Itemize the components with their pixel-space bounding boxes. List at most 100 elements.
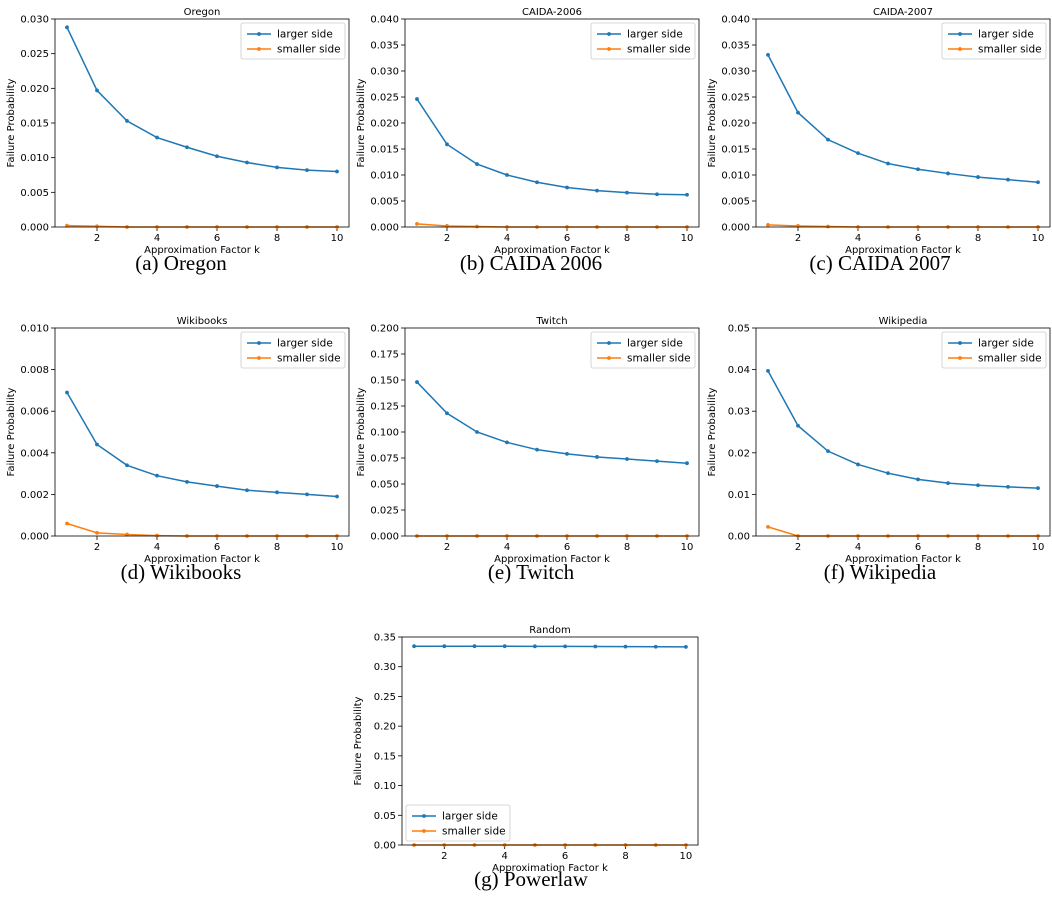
x-axis-label: Approximation Factor k [144, 554, 260, 565]
y-tick-label: 0.05 [374, 811, 396, 822]
x-tick-label: 4 [855, 542, 861, 553]
data-point-larger-side [335, 169, 339, 174]
data-point-larger-side [623, 644, 628, 649]
x-axis-label: Approximation Factor k [845, 554, 961, 565]
y-tick-label: 0.05 [728, 324, 750, 335]
y-tick-label: 0.004 [20, 448, 49, 459]
y-tick-label: 0.20 [374, 722, 396, 733]
chart-panel-5: Twitch 0.000 0.025 0.050 0.075 0.100 0.125 0.15… [350, 308, 701, 570]
series-line-smaller-side [416, 223, 687, 228]
x-tick-label: 10 [681, 542, 694, 553]
x-tick-label: 10 [680, 851, 693, 862]
data-point-larger-side [655, 192, 659, 197]
x-tick-label: 8 [975, 542, 981, 553]
legend-label-smaller-side: smaller side [978, 353, 1042, 365]
data-point-larger-side [685, 192, 689, 197]
series-line-larger-side [66, 26, 338, 173]
x-axis-label: Approximation Factor k [845, 245, 961, 256]
legend-label-smaller-side: smaller side [627, 353, 691, 365]
y-tick-label: 0.008 [20, 365, 49, 376]
chart-title: Wikipedia [879, 316, 928, 327]
data-point-larger-side [415, 380, 419, 384]
data-point-larger-side [442, 644, 447, 649]
data-point-smaller-side [766, 524, 770, 529]
data-point-larger-side [275, 490, 279, 495]
plot-area: Oregon 0.000 0.005 0.010 0.015 0.020 0.025 0.03… [6, 7, 350, 256]
legend-label-larger-side: larger side [627, 29, 683, 41]
y-tick-label: 0.005 [20, 188, 49, 199]
chart-panel-3: CAIDA-2007 0.000 0.005 0.010 0.015 0.020 0.025… [701, 0, 1052, 261]
legend: larger side smaller side [240, 22, 346, 60]
y-tick-label: 0.030 [370, 67, 399, 78]
data-point-smaller-side [826, 224, 830, 229]
y-tick-label: 0.010 [20, 153, 49, 164]
axes-frame [755, 327, 1051, 537]
chart-title: Random [529, 625, 570, 636]
chart-panel-6: Wikipedia 0.00 0.01 0.02 0.03 0.04 0.05 2 4 6 8 10 A… [701, 308, 1052, 570]
data-point-smaller-side [125, 532, 129, 537]
x-tick-label: 10 [1032, 542, 1045, 553]
y-tick-label: 0.005 [370, 197, 399, 208]
y-tick-label: 0.01 [728, 490, 750, 501]
legend-marker-smaller-side [257, 47, 261, 51]
axes-frame [401, 636, 699, 846]
data-point-larger-side [766, 368, 770, 373]
data-point-larger-side [595, 188, 599, 193]
legend-marker-smaller-side [257, 356, 261, 360]
chart-title: Twitch [535, 316, 567, 327]
y-tick-label: 0.00 [728, 532, 750, 543]
legend: larger side smaller side [240, 331, 346, 369]
x-tick-label: 2 [94, 542, 100, 553]
figure-caption: (d) Wikibooks [120, 560, 242, 584]
data-point-larger-side [532, 644, 537, 649]
y-tick-label: 0.25 [374, 692, 396, 703]
series-line-larger-side [767, 54, 1039, 184]
y-tick-label: 0.000 [370, 223, 399, 234]
data-point-smaller-side [95, 224, 99, 229]
y-tick-label: 0.175 [370, 350, 399, 361]
y-tick-label: 0.040 [721, 15, 750, 26]
chart-title: Wikibooks [177, 316, 228, 327]
legend-marker-larger-side [607, 341, 611, 345]
x-tick-label: 8 [622, 851, 628, 862]
data-point-larger-side [65, 25, 69, 30]
plot-area: Wikipedia 0.00 0.01 0.02 0.03 0.04 0.05 2 4 6 8 10 A… [707, 316, 1051, 565]
data-point-larger-side [505, 173, 509, 177]
x-tick-label: 4 [154, 542, 160, 553]
data-point-larger-side [415, 97, 419, 101]
series-line-larger-side [416, 98, 688, 196]
chart-title: CAIDA-2006 [522, 7, 582, 18]
data-point-larger-side [856, 151, 860, 156]
data-point-larger-side [475, 162, 479, 166]
data-point-larger-side [595, 455, 599, 459]
y-tick-label: 0.015 [721, 145, 750, 156]
legend-label-larger-side: larger side [277, 338, 333, 350]
x-tick-label: 8 [274, 542, 280, 553]
data-point-larger-side [245, 488, 249, 493]
x-tick-label: 4 [504, 233, 510, 244]
data-point-larger-side [593, 644, 598, 649]
data-point-larger-side [445, 411, 449, 416]
data-point-larger-side [125, 119, 129, 123]
legend-label-smaller-side: smaller side [277, 353, 341, 365]
legend-box [405, 804, 511, 842]
data-point-larger-side [655, 459, 659, 464]
legend: larger side smaller side [941, 331, 1047, 369]
plot-area: CAIDA-2007 0.000 0.005 0.010 0.015 0.020 0.025… [707, 7, 1051, 256]
y-tick-label: 0.04 [728, 365, 750, 376]
data-point-larger-side [766, 52, 770, 57]
legend-marker-larger-side [422, 814, 426, 818]
data-point-larger-side [625, 190, 629, 195]
axes-frame [54, 18, 350, 228]
series-line-larger-side [66, 392, 338, 498]
plot-area: CAIDA-2006 0.000 0.005 0.010 0.015 0.020 0.025… [356, 7, 700, 256]
data-point-larger-side [335, 494, 339, 499]
data-point-smaller-side [766, 223, 770, 227]
data-point-larger-side [565, 451, 569, 456]
y-tick-label: 0.150 [370, 376, 399, 387]
data-point-larger-side [796, 423, 800, 428]
chart-panel-4: Wikibooks 0.000 0.002 0.004 0.006 0.008 0.010 2… [0, 308, 351, 570]
data-point-larger-side [886, 161, 890, 166]
plot-area: Wikibooks 0.000 0.002 0.004 0.006 0.008 0.010 2… [6, 316, 350, 565]
x-tick-label: 4 [504, 542, 510, 553]
